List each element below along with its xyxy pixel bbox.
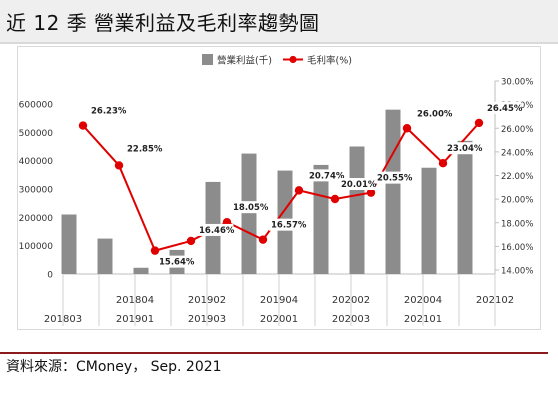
- line-point: [438, 159, 448, 168]
- y-left-tick-label: 300000: [19, 186, 54, 196]
- y-left-tick-label: 600000: [19, 101, 54, 111]
- line-point: [114, 161, 124, 170]
- margin-line: [82, 122, 480, 252]
- x-tick-label: 202004: [404, 295, 442, 306]
- y-left-tick-label: 0: [47, 271, 53, 281]
- bar: [313, 164, 329, 274]
- data-label: 26.00%: [417, 109, 453, 119]
- data-label-bg: [157, 255, 194, 268]
- data-label-bg: [231, 201, 268, 214]
- x-tick-label: 202102: [476, 295, 514, 306]
- data-label: 20.55%: [377, 174, 413, 184]
- chart-axes: 600000 500000 400000 300000 200000 100000 0 30.…: [19, 78, 533, 326]
- line-point: [402, 124, 412, 133]
- data-label-bg: [307, 169, 344, 182]
- line-point: [294, 186, 304, 195]
- data-label: 26.23%: [91, 107, 127, 117]
- y-left-tick-label: 400000: [19, 157, 54, 167]
- y-left-tick-label: 200000: [19, 214, 54, 224]
- data-label: 16.46%: [199, 226, 235, 236]
- data-label: 26.45%: [487, 104, 523, 114]
- data-label-bg: [375, 171, 412, 184]
- data-label: 23.04%: [447, 144, 483, 154]
- data-label-bg: [89, 104, 126, 117]
- line-point: [258, 235, 268, 244]
- line-point: [78, 121, 88, 130]
- y-right-tick-label: 18.00%: [501, 219, 533, 229]
- line-point: [366, 188, 376, 197]
- y-right-tick-label: 14.00%: [501, 267, 533, 277]
- x-tick-label: 202003: [332, 314, 370, 325]
- x-tick-label: 202002: [332, 295, 370, 306]
- x-tick-label: 201904: [260, 295, 298, 306]
- bar: [97, 238, 113, 274]
- data-label: 20.74%: [309, 171, 345, 181]
- chart-frame: [17, 46, 541, 330]
- x-tick-label: 201803: [44, 314, 82, 325]
- data-label: 16.57%: [271, 221, 307, 231]
- bar: [133, 267, 149, 274]
- data-label: 18.05%: [233, 203, 269, 213]
- line-point: [186, 236, 196, 246]
- data-label-bg: [269, 218, 306, 231]
- x-tick-label: 202101: [404, 314, 442, 325]
- bar: [349, 146, 365, 274]
- data-label-bg: [125, 142, 162, 155]
- data-label-bg: [197, 223, 234, 236]
- bar: [457, 140, 473, 274]
- line-point: [474, 118, 484, 128]
- legend-line-label: 毛利率(%): [307, 55, 352, 67]
- y-right-tick-label: 30.00%: [501, 78, 533, 88]
- x-tick-label: 202001: [260, 314, 298, 325]
- data-label-bg: [415, 107, 452, 120]
- legend-bar-label: 營業利益(千): [217, 55, 272, 67]
- line-point: [150, 246, 160, 255]
- x-tick-label: 201804: [116, 295, 154, 306]
- bar: [421, 167, 437, 274]
- y-left-tick-label: 500000: [19, 129, 54, 139]
- y-right-tick-label: 26.00%: [501, 125, 533, 135]
- y-left-tick-label: 100000: [19, 242, 54, 252]
- bar: [385, 109, 401, 275]
- y-right-tick-label: 24.00%: [501, 148, 533, 158]
- data-label-bg: [485, 101, 522, 114]
- data-labels: 26.23% 22.85% 15.64% 16.46% 18.05%16.57% 20.7…: [89, 101, 523, 268]
- data-label: 15.64%: [159, 258, 195, 268]
- y-right-tick-label: 22.00%: [501, 172, 533, 182]
- x-tick-label: 201903: [188, 314, 226, 325]
- data-label-bg: [445, 142, 482, 155]
- legend-line-marker: [289, 55, 297, 64]
- chart-legend: 營業利益(千) 毛利率(%): [202, 54, 352, 67]
- legend-bar-swatch: [202, 54, 213, 65]
- data-label: 20.01%: [341, 180, 377, 190]
- source-note: 資料來源：CMoney， Sep. 2021: [6, 359, 222, 375]
- title-bar: 近 12 季 營業利益及毛利率趨勢圖: [0, 0, 558, 42]
- bar: [61, 214, 77, 274]
- page-title: 近 12 季 營業利益及毛利率趨勢圖: [6, 11, 320, 35]
- data-label-bg: [339, 178, 376, 191]
- y-right-tick-label: 20.00%: [501, 196, 533, 206]
- line-point: [330, 194, 340, 204]
- x-tick-label: 201901: [116, 314, 154, 325]
- data-label: 22.85%: [127, 144, 163, 154]
- line-series: [78, 118, 484, 255]
- bar-series: [61, 109, 473, 275]
- x-tick-label: 201902: [188, 295, 226, 306]
- bar: [241, 153, 257, 274]
- source-divider: [0, 352, 548, 354]
- y-right-tick-label: 16.00%: [501, 243, 533, 253]
- title-divider: [0, 42, 558, 44]
